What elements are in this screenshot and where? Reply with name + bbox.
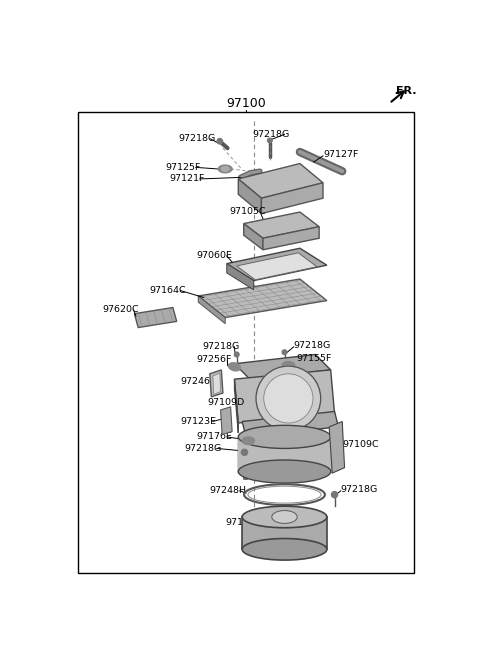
Ellipse shape [221, 167, 229, 171]
Text: 97109D: 97109D [207, 397, 245, 407]
Ellipse shape [228, 363, 240, 371]
Bar [242, 517, 327, 549]
Ellipse shape [242, 437, 254, 445]
Polygon shape [234, 355, 331, 379]
Ellipse shape [238, 425, 331, 449]
Text: 97218G: 97218G [178, 135, 216, 143]
Text: 97130: 97130 [225, 518, 255, 527]
Circle shape [234, 352, 239, 357]
Ellipse shape [272, 510, 297, 524]
Polygon shape [134, 307, 177, 328]
Polygon shape [262, 183, 323, 214]
Text: 97218G: 97218G [294, 341, 331, 350]
Polygon shape [234, 370, 335, 423]
Ellipse shape [218, 165, 232, 173]
Circle shape [256, 366, 321, 431]
Polygon shape [227, 248, 327, 281]
Ellipse shape [242, 539, 327, 560]
Text: 97109C: 97109C [342, 440, 379, 449]
Circle shape [332, 491, 337, 498]
Circle shape [217, 139, 223, 144]
Polygon shape [198, 279, 327, 317]
Ellipse shape [242, 506, 327, 528]
Text: 97256F: 97256F [196, 355, 231, 365]
Text: 97620C: 97620C [103, 306, 139, 314]
Text: 97125F: 97125F [165, 163, 201, 172]
Polygon shape [263, 227, 319, 250]
Circle shape [282, 350, 287, 355]
Text: 97105C: 97105C [229, 207, 266, 215]
Circle shape [241, 449, 248, 455]
Text: 97164C: 97164C [150, 286, 186, 295]
Text: 97218G: 97218G [252, 130, 289, 139]
Text: 97123E: 97123E [180, 417, 216, 426]
Polygon shape [198, 296, 225, 324]
Text: 97246M: 97246M [180, 377, 219, 386]
Text: 97100: 97100 [226, 97, 266, 110]
Bar [238, 437, 331, 472]
Polygon shape [221, 407, 232, 434]
Polygon shape [227, 263, 254, 290]
Polygon shape [244, 223, 263, 250]
Text: 97218G: 97218G [202, 342, 240, 351]
Text: 97121F: 97121F [169, 175, 204, 183]
Circle shape [264, 374, 313, 423]
Polygon shape [244, 212, 319, 238]
Polygon shape [234, 379, 238, 433]
Polygon shape [213, 373, 221, 395]
Ellipse shape [238, 460, 331, 483]
Text: 97176E: 97176E [196, 432, 232, 442]
Polygon shape [210, 370, 223, 397]
Text: FR.: FR. [396, 86, 417, 96]
Polygon shape [329, 422, 345, 473]
Polygon shape [238, 179, 262, 214]
Text: 97060E: 97060E [196, 252, 232, 260]
Polygon shape [237, 253, 317, 280]
Ellipse shape [238, 445, 331, 468]
Text: 97248H: 97248H [209, 486, 246, 495]
Text: 97127F: 97127F [323, 150, 359, 159]
Circle shape [267, 138, 272, 143]
Text: 97218G: 97218G [341, 485, 378, 494]
Polygon shape [242, 411, 338, 437]
Polygon shape [242, 437, 248, 479]
Text: 97218G: 97218G [184, 444, 222, 453]
Polygon shape [238, 164, 323, 198]
Ellipse shape [282, 361, 295, 369]
Text: 97155F: 97155F [296, 354, 331, 363]
